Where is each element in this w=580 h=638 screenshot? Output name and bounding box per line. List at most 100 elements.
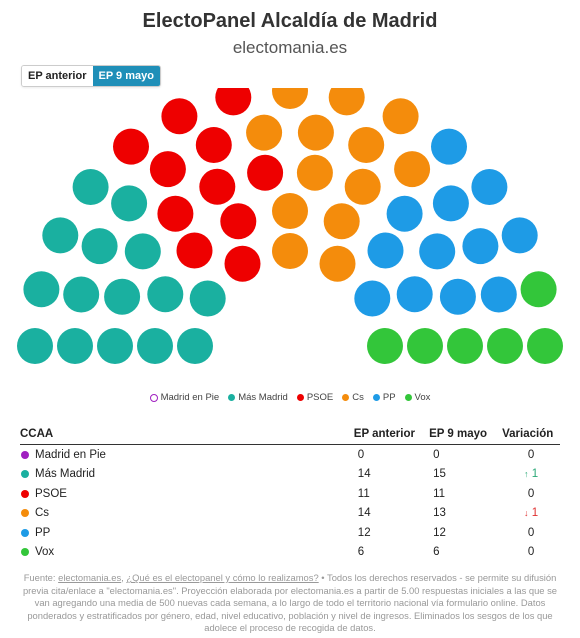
seat <box>177 328 213 364</box>
header-ep-anterior: EP anterior <box>353 428 430 445</box>
table-row: Madrid en Pie 0 0 0 <box>20 445 560 465</box>
arrow-up-icon: ↑ <box>524 469 529 480</box>
seat <box>432 185 469 222</box>
seat <box>394 151 431 188</box>
legend: Madrid en Pie Más Madrid PSOE Cs PP Vox <box>0 392 580 403</box>
footer-text: • Todos los derechos reservados - se per… <box>22 572 558 633</box>
variacion-cell: ↑ 1 <box>502 465 560 485</box>
table-row: PSOE 11 11 0 <box>20 484 560 504</box>
seat <box>246 114 283 151</box>
seat <box>63 276 100 313</box>
party-cell: Madrid en Pie <box>20 445 354 465</box>
toggle-ep-anterior[interactable]: EP anterior <box>22 66 93 86</box>
seat <box>439 278 476 315</box>
legend-item: PP <box>372 392 396 403</box>
party-cell: PSOE <box>20 484 354 504</box>
seat <box>323 203 360 240</box>
variacion-value: 0 <box>527 448 535 461</box>
legend-swatch <box>342 394 350 401</box>
ep-9-mayo-value: 11 <box>433 487 446 500</box>
variacion-value: 1 <box>531 507 539 520</box>
seat <box>328 88 365 116</box>
ep-anterior-value: 12 <box>357 526 371 539</box>
seat <box>42 217 79 254</box>
seat <box>431 128 467 165</box>
legend-label: Madrid en Pie <box>160 392 220 403</box>
legend-item: Madrid en Pie <box>149 392 220 403</box>
seat <box>147 276 184 313</box>
seat <box>113 128 149 165</box>
ep-9-mayo-value: 6 <box>433 546 440 559</box>
seat <box>296 154 333 191</box>
seat <box>111 185 148 222</box>
legend-label: Más Madrid <box>238 392 288 403</box>
arrow-down-icon: ↓ <box>524 508 529 519</box>
seat <box>124 233 161 270</box>
seat <box>501 217 538 254</box>
seat <box>367 328 403 364</box>
party-cell: PP <box>20 523 354 543</box>
seat <box>386 195 423 232</box>
party-name: Madrid en Pie <box>35 448 106 461</box>
ep-anterior-value: 6 <box>357 546 365 559</box>
seat <box>407 328 443 364</box>
seat <box>224 245 261 282</box>
table-row: Cs 14 13 ↓ 1 <box>20 504 560 524</box>
ep-9-mayo-value: 0 <box>433 448 440 461</box>
seat <box>220 203 257 240</box>
ep-anterior-value: 14 <box>357 468 371 481</box>
seat <box>247 154 284 191</box>
legend-label: PP <box>382 392 396 403</box>
ep-anterior-value: 14 <box>357 507 371 520</box>
seat <box>72 169 109 205</box>
seat <box>382 98 419 135</box>
party-color-dot <box>21 470 29 479</box>
seat <box>272 193 308 229</box>
party-color-dot <box>21 509 29 518</box>
seat <box>344 168 381 205</box>
seat <box>23 271 60 308</box>
footer-link-methodology[interactable]: ¿Qué es el electopanel y cómo lo realiza… <box>126 572 319 583</box>
footer-link-source[interactable]: electomania.es <box>58 572 122 583</box>
party-name: Más Madrid <box>35 468 96 481</box>
party-cell: Cs <box>20 504 354 524</box>
legend-swatch <box>296 394 304 401</box>
party-color-dot <box>21 548 29 557</box>
seat <box>189 280 226 317</box>
edition-toggle: EP anterior EP 9 mayo <box>21 65 161 87</box>
legend-item: Cs <box>342 392 364 403</box>
variacion-cell: 0 <box>502 543 560 563</box>
legend-label: Vox <box>414 392 431 403</box>
legend-swatch <box>404 394 412 401</box>
seat <box>487 328 523 364</box>
legend-item: PSOE <box>296 392 333 403</box>
party-name: PP <box>35 526 51 539</box>
variacion-value: 1 <box>531 468 539 481</box>
seat <box>137 328 173 364</box>
seat <box>272 233 308 269</box>
party-cell: Más Madrid <box>20 465 354 485</box>
seat <box>354 280 391 317</box>
variacion-cell: 0 <box>502 523 560 543</box>
seat <box>161 98 198 135</box>
ep-9-mayo-value: 13 <box>433 507 446 520</box>
header-ep-9-mayo: EP 9 mayo <box>429 428 503 445</box>
variacion-cell: 0 <box>502 484 560 504</box>
header-variacion: Variación <box>502 428 560 445</box>
seat <box>348 127 385 163</box>
party-name: PSOE <box>35 487 67 500</box>
toggle-ep-9-mayo[interactable]: EP 9 mayo <box>92 66 160 86</box>
ep-anterior-value: 11 <box>357 487 370 500</box>
legend-swatch <box>228 394 236 401</box>
footer-prefix: Fuente: <box>23 572 59 583</box>
legend-swatch <box>149 393 158 402</box>
seat <box>104 278 141 315</box>
chart-subtitle: electomania.es <box>232 38 348 57</box>
table-row: PP 12 12 0 <box>20 523 560 543</box>
party-name: Cs <box>35 507 50 520</box>
seat <box>57 328 93 364</box>
parliament-chart <box>17 88 563 364</box>
seat <box>97 328 133 364</box>
seat <box>272 88 308 109</box>
variacion-value: 0 <box>527 526 535 539</box>
